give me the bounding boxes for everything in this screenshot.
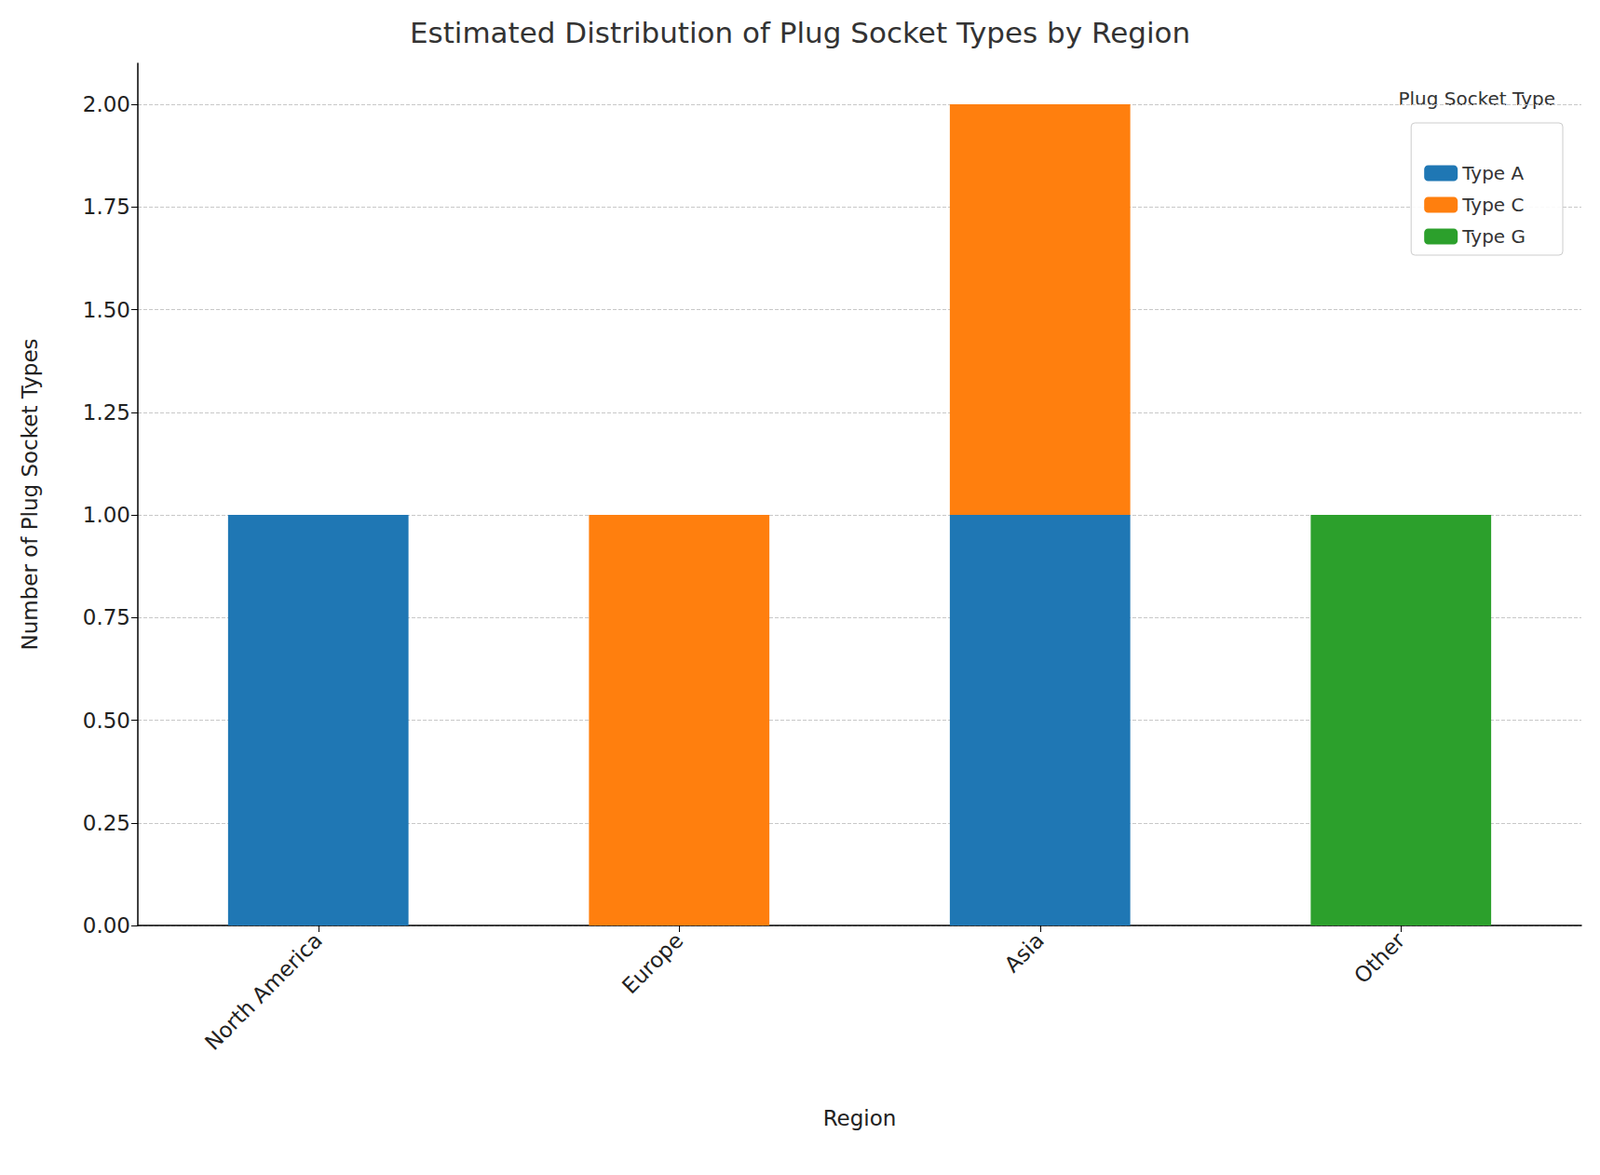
svg-text:0.50: 0.50	[82, 708, 131, 733]
svg-text:North America: North America	[200, 928, 327, 1056]
svg-text:1.50: 1.50	[82, 298, 131, 323]
svg-text:Europe: Europe	[617, 928, 689, 1000]
svg-text:0.75: 0.75	[82, 605, 131, 630]
svg-text:Number of Plug Socket Types: Number of Plug Socket Types	[17, 338, 42, 651]
svg-text:2.00: 2.00	[82, 92, 131, 117]
svg-text:Other: Other	[1349, 927, 1411, 989]
svg-text:1.75: 1.75	[82, 194, 131, 219]
svg-text:Type C: Type C	[1461, 193, 1524, 217]
svg-text:Estimated Distribution of Plug: Estimated Distribution of Plug Socket Ty…	[409, 15, 1191, 50]
svg-text:Type G: Type G	[1461, 225, 1526, 248]
svg-text:1.00: 1.00	[82, 502, 131, 528]
svg-text:Asia: Asia	[999, 928, 1048, 977]
svg-text:Type A: Type A	[1461, 162, 1524, 185]
svg-text:1.25: 1.25	[82, 400, 131, 425]
svg-text:Region: Region	[823, 1106, 897, 1131]
svg-text:0.25: 0.25	[82, 811, 131, 836]
svg-text:Plug Socket Type: Plug Socket Type	[1397, 87, 1556, 110]
svg-text:0.00: 0.00	[82, 913, 131, 938]
